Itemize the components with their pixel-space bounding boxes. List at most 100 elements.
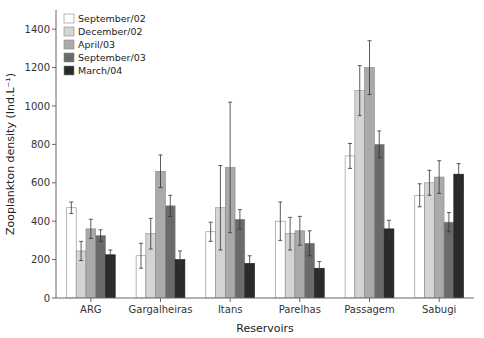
bar [384, 229, 394, 298]
error-line [439, 161, 440, 194]
bar [86, 229, 96, 298]
y-tick [52, 106, 56, 107]
error-line [210, 222, 211, 241]
error-line [290, 217, 291, 250]
error-cap [278, 202, 282, 203]
x-tick [299, 298, 300, 302]
error-line [239, 210, 240, 229]
error-cap [377, 130, 381, 131]
series [86, 41, 444, 298]
error-cap [348, 168, 352, 169]
error-bar [387, 220, 391, 237]
error-cap [99, 241, 103, 242]
error-cap [457, 184, 461, 185]
error-bar [298, 216, 302, 245]
bar [425, 183, 435, 298]
error-line [150, 218, 151, 249]
y-tick [52, 67, 56, 68]
error-bar [209, 222, 213, 241]
y-tick-label: 0 [44, 293, 50, 304]
bar [156, 171, 166, 298]
legend-label: March/04 [78, 65, 122, 76]
x-tick [369, 298, 370, 302]
error-cap [69, 213, 73, 214]
error-cap [437, 193, 441, 194]
error-line [419, 184, 420, 207]
error-line [379, 131, 380, 158]
error-bar [218, 166, 222, 250]
error-cap [377, 157, 381, 158]
error-cap [418, 206, 422, 207]
error-bar [308, 231, 312, 256]
error-cap [69, 202, 73, 203]
error-cap [308, 255, 312, 256]
x-tick-label: Itans [218, 304, 243, 315]
error-bar [437, 161, 441, 194]
error-cap [139, 268, 143, 269]
error-line [81, 241, 82, 260]
error-line [160, 155, 161, 188]
error-line [458, 164, 459, 185]
error-cap [99, 229, 103, 230]
x-tick-label: Gargalheiras [129, 304, 193, 315]
y-tick-label: 800 [31, 139, 50, 150]
error-cap [209, 241, 213, 242]
error-cap [89, 219, 93, 220]
error-cap [228, 102, 232, 103]
error-line [309, 231, 310, 256]
error-cap [248, 271, 252, 272]
error-bar [89, 219, 93, 238]
x-tick [160, 298, 161, 302]
error-cap [248, 255, 252, 256]
y-axis-label: Zooplankton density (Ind.L⁻¹) [4, 73, 17, 235]
error-cap [238, 228, 242, 229]
bar [96, 236, 106, 298]
error-bar [418, 184, 422, 207]
error-cap [358, 65, 362, 66]
y-tick-label: 1400 [25, 24, 50, 35]
error-cap [348, 143, 352, 144]
series [76, 66, 434, 298]
error-line [140, 243, 141, 268]
error-cap [358, 115, 362, 116]
y-tick [52, 259, 56, 260]
y-tick-label: 400 [31, 216, 50, 227]
error-bar [168, 195, 172, 216]
x-tick [230, 298, 231, 302]
error-cap [149, 249, 153, 250]
error-line [299, 216, 300, 245]
error-cap [218, 250, 222, 251]
y-tick-label: 600 [31, 177, 50, 188]
y-tick [52, 144, 56, 145]
error-cap [79, 260, 83, 261]
error-cap [178, 268, 182, 269]
legend-swatch [64, 14, 74, 23]
bar [355, 91, 365, 298]
error-line [71, 202, 72, 214]
error-cap [168, 216, 172, 217]
legend-label: September/03 [78, 52, 146, 63]
error-bar [278, 202, 282, 240]
y-tick [52, 29, 56, 30]
error-cap [387, 237, 391, 238]
error-cap [298, 216, 302, 217]
x-tick [90, 298, 91, 302]
series [105, 164, 463, 298]
bar [444, 222, 454, 298]
legend-label: September/02 [78, 13, 146, 24]
error-bar [288, 217, 292, 250]
legend-label: December/02 [78, 26, 143, 37]
x-tick-label: ARG [80, 304, 102, 315]
error-cap [209, 222, 213, 223]
error-bar [139, 243, 143, 268]
error-cap [427, 170, 431, 171]
error-bar [317, 262, 321, 275]
bar [454, 174, 464, 298]
legend-swatch [64, 27, 74, 36]
error-bar [377, 131, 381, 158]
bars [66, 41, 463, 298]
error-bar [178, 251, 182, 268]
error-line [389, 220, 390, 237]
error-bar [427, 170, 431, 195]
y-tick [52, 221, 56, 222]
